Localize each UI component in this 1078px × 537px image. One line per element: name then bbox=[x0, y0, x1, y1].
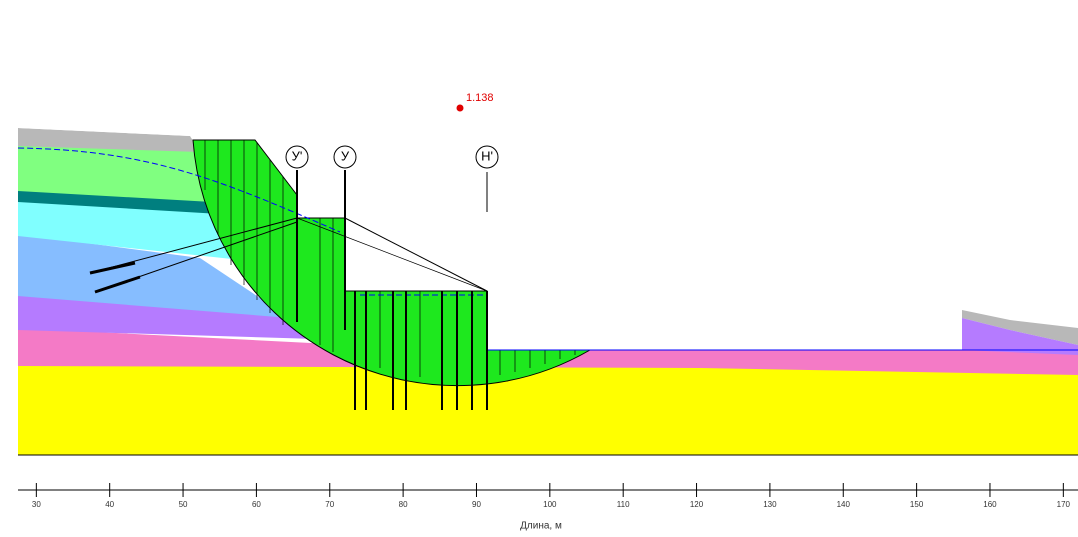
x-tick-label: 50 bbox=[179, 500, 188, 509]
x-tick-label: 70 bbox=[325, 500, 334, 509]
critical-center bbox=[457, 105, 464, 112]
x-tick-label: 110 bbox=[617, 500, 630, 509]
x-tick-label: 120 bbox=[690, 500, 704, 509]
x-tick-label: 30 bbox=[32, 500, 41, 509]
annotation: Н' bbox=[481, 148, 493, 163]
x-tick-label: 90 bbox=[472, 500, 481, 509]
x-tick-label: 130 bbox=[763, 500, 777, 509]
x-tick-label: 60 bbox=[252, 500, 261, 509]
annotation: У' bbox=[292, 148, 303, 163]
x-tick-label: 150 bbox=[910, 500, 924, 509]
x-tick-label: 100 bbox=[543, 500, 557, 509]
x-tick-label: 170 bbox=[1057, 500, 1071, 509]
x-tick-label: 160 bbox=[983, 500, 997, 509]
x-tick-label: 140 bbox=[837, 500, 851, 509]
x-tick-label: 80 bbox=[399, 500, 408, 509]
x-axis-label: Длина, м bbox=[520, 521, 562, 532]
safety-factor: 1.138 bbox=[466, 92, 494, 104]
soil-layers bbox=[0, 0, 1078, 455]
chart: У' У Н' 1.138 Длина, м 30 40 50 60 70 80 90 100… bbox=[0, 0, 1078, 537]
x-tick-label: 40 bbox=[105, 500, 114, 509]
annotation: У bbox=[341, 148, 350, 163]
